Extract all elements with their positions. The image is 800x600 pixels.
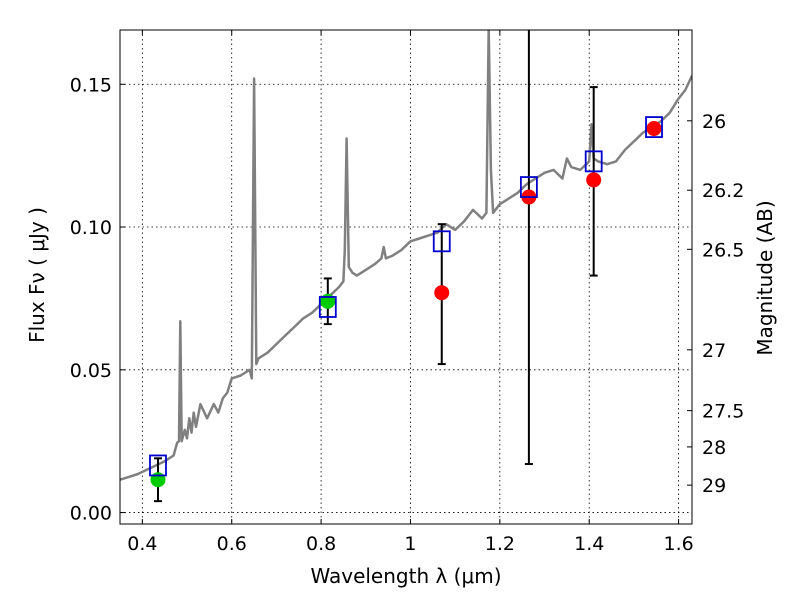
y-tick-label: 0.15 xyxy=(70,74,112,96)
model-photometry-square xyxy=(432,230,451,253)
detection-point xyxy=(320,293,336,309)
photometry-point xyxy=(434,285,450,301)
model-spectrum-line xyxy=(120,30,692,481)
y-tick-label: 0.10 xyxy=(70,217,112,239)
photometry-point xyxy=(646,121,662,137)
magnitude-tick-label: 29 xyxy=(702,475,726,497)
grid-lines xyxy=(120,30,692,524)
y-axis-title-left: Flux Fν ( μJy ) xyxy=(25,207,49,343)
magnitude-tick-label: 26.5 xyxy=(702,239,744,261)
magnitude-tick-label: 26.2 xyxy=(702,180,744,202)
x-axis-title: Wavelength λ (μm) xyxy=(310,564,501,588)
model-photometry-square xyxy=(645,116,663,138)
model-photometry-square xyxy=(149,454,167,477)
magnitude-tick-label: 27.5 xyxy=(702,401,744,423)
magnitude-tick-label: 26 xyxy=(702,111,726,133)
spectrum-layer xyxy=(120,30,692,481)
plot-frame xyxy=(119,29,693,525)
x-tick-label: 1 xyxy=(404,533,416,555)
x-tick-label: 0.6 xyxy=(217,533,247,555)
detection-point xyxy=(150,472,166,488)
x-tick-label: 0.4 xyxy=(127,533,157,555)
x-tick-label: 1.6 xyxy=(663,533,693,555)
x-tick-label: 1.4 xyxy=(574,533,604,555)
magnitude-tick-label: 27 xyxy=(702,340,726,362)
photometry-point xyxy=(586,172,602,188)
magnitude-tick-label: 28 xyxy=(702,437,726,459)
model-photometry-square xyxy=(519,176,538,198)
marker-layer xyxy=(149,30,663,503)
model-photometry-square xyxy=(318,296,337,318)
y-tick-label: 0.05 xyxy=(70,360,112,382)
y-axis-title-right: Magnitude (AB) xyxy=(753,200,777,355)
model-photometry-square xyxy=(584,150,603,173)
x-tick-label: 0.8 xyxy=(306,533,336,555)
x-tick-label: 1.2 xyxy=(485,533,515,555)
tick-layer: 0.4 0.6 0.8 1 1.2 1.4 1.6 0.00 0.05 0.10 0.15 26 26.… xyxy=(70,30,744,555)
y-tick-label: 0.00 xyxy=(70,503,112,525)
